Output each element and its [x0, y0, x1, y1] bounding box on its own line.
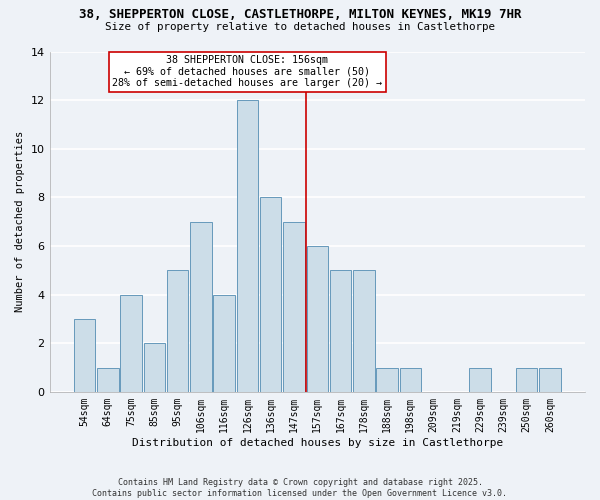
Bar — [283, 222, 305, 392]
Text: 38, SHEPPERTON CLOSE, CASTLETHORPE, MILTON KEYNES, MK19 7HR: 38, SHEPPERTON CLOSE, CASTLETHORPE, MILT… — [79, 8, 521, 20]
Bar — [97, 368, 119, 392]
Bar — [214, 294, 235, 392]
Bar — [167, 270, 188, 392]
Bar — [516, 368, 538, 392]
Bar — [307, 246, 328, 392]
Bar — [190, 222, 212, 392]
Bar — [376, 368, 398, 392]
Bar — [353, 270, 374, 392]
Bar — [74, 319, 95, 392]
Text: 38 SHEPPERTON CLOSE: 156sqm
← 69% of detached houses are smaller (50)
28% of sem: 38 SHEPPERTON CLOSE: 156sqm ← 69% of det… — [112, 55, 382, 88]
Text: Contains HM Land Registry data © Crown copyright and database right 2025.
Contai: Contains HM Land Registry data © Crown c… — [92, 478, 508, 498]
Bar — [469, 368, 491, 392]
Bar — [330, 270, 351, 392]
Text: Size of property relative to detached houses in Castlethorpe: Size of property relative to detached ho… — [105, 22, 495, 32]
Bar — [400, 368, 421, 392]
Bar — [260, 198, 281, 392]
Bar — [539, 368, 560, 392]
Bar — [237, 100, 258, 392]
Y-axis label: Number of detached properties: Number of detached properties — [15, 131, 25, 312]
Bar — [143, 343, 165, 392]
Bar — [121, 294, 142, 392]
X-axis label: Distribution of detached houses by size in Castlethorpe: Distribution of detached houses by size … — [131, 438, 503, 448]
